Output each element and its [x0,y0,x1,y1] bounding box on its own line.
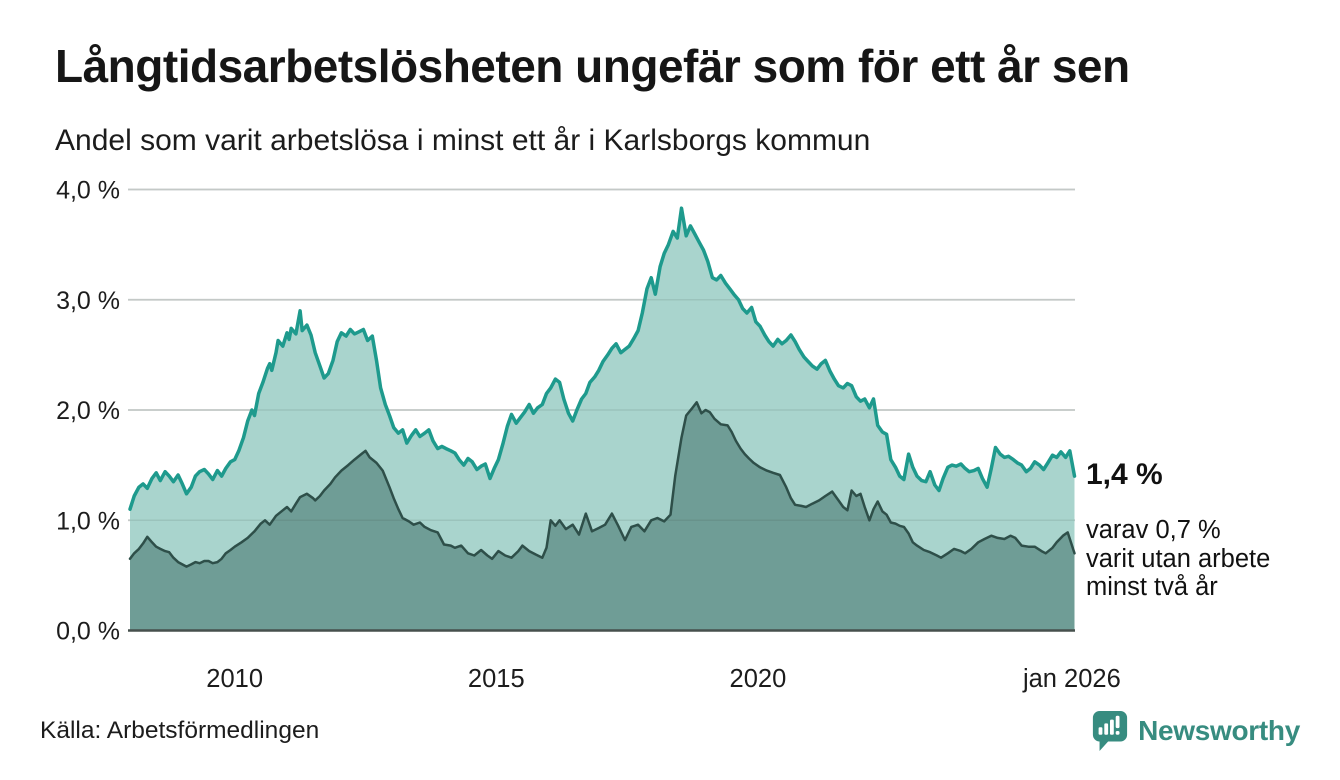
latest-subvalue-label: varav 0,7 % varit utan arbete minst två … [1086,516,1271,601]
y-axis-tick-label: 0,0 % [56,618,120,646]
series-line-0 [128,206,1077,511]
brand-logo: Newsworthy [1091,706,1300,756]
series-area-1 [130,402,1075,631]
newsworthy-chart-bubble-icon [1091,709,1129,753]
x-axis-tick-label: 2015 [468,665,525,693]
x-axis-tick-label: 2020 [730,665,787,693]
y-axis-tick-label: 3,0 % [56,287,120,315]
brand-name: Newsworthy [1138,715,1300,746]
source-note: Källa: Arbetsförmedlingen [40,717,320,744]
y-axis-tick-label: 4,0 % [56,177,120,205]
chart-subtitle: Andel som varit arbetslösa i minst ett å… [55,124,871,157]
x-axis-tick-label: jan 2026 [1022,665,1121,693]
y-axis-tick-label: 2,0 % [56,397,120,425]
page-title: Långtidsarbetslösheten ungefär som för e… [55,40,1130,92]
latest-value-label: 1,4 % [1086,458,1163,491]
x-axis-tick-label: 2010 [206,665,263,693]
y-axis-tick-label: 1,0 % [56,507,120,535]
series-line-1 [128,401,1076,568]
